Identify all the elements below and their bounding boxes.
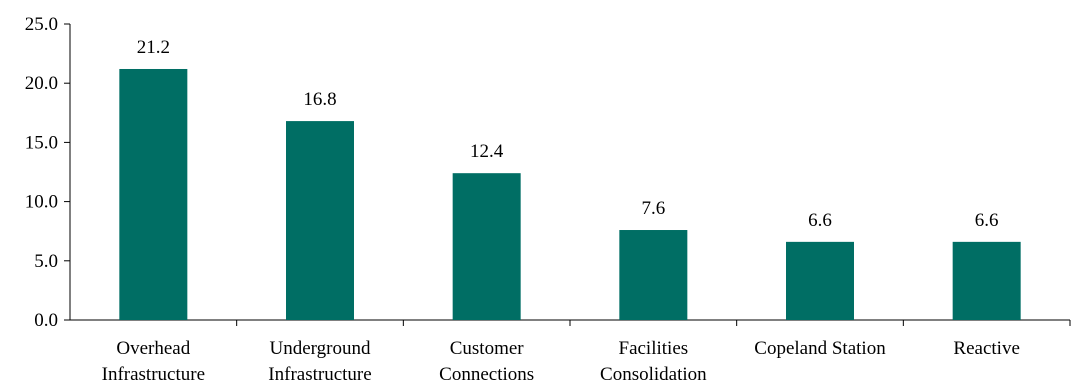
category-label-1: Infrastructure [102,364,205,383]
bar-2 [286,121,354,320]
category-label-1: Overhead [116,338,190,359]
data-label-6: 6.6 [975,210,999,231]
y-tick-label: 5.0 [34,251,58,272]
bar-4 [619,230,688,320]
category-label-3: Customer [450,338,525,359]
bar-3 [452,173,521,320]
category-label-5: Copeland Station [754,338,886,359]
bar-6 [952,241,1021,320]
category-label-6: Reactive [953,338,1019,359]
category-label-2: Underground [270,338,371,359]
y-tick-label: 15.0 [25,132,58,153]
data-label-4: 7.6 [641,198,665,219]
y-tick-label: 20.0 [25,73,58,94]
data-label-5: 6.6 [808,210,832,231]
data-label-1: 21.2 [137,37,170,58]
bar-1 [119,68,188,320]
y-tick-label: 25.0 [25,14,58,35]
category-label-4: Facilities [619,338,689,359]
category-label-4: Consolidation [600,364,707,383]
bar-5 [786,241,854,320]
data-label-3: 12.4 [470,141,504,162]
y-tick-label: 0.0 [34,310,58,331]
data-label-2: 16.8 [303,89,336,110]
category-label-3: Connections [439,364,534,383]
y-tick-label: 10.0 [25,192,58,213]
category-label-2: Infrastructure [268,364,371,383]
